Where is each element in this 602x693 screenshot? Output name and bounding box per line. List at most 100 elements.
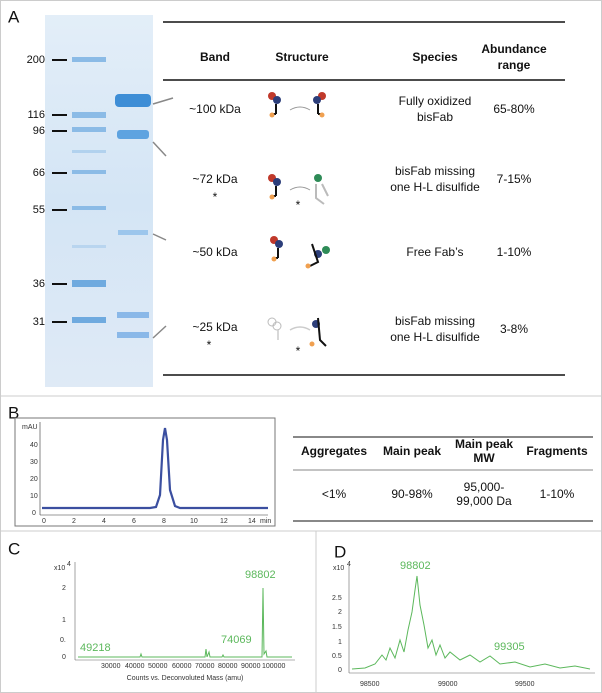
x-tick: 10 — [190, 518, 198, 525]
sample-bands — [115, 94, 151, 338]
y-tick: 1.5 — [332, 624, 342, 631]
scale-exp: 4 — [347, 561, 351, 568]
y-tick: 2.5 — [332, 595, 342, 602]
x-tick: 99000 — [438, 681, 458, 688]
asterisk: * — [213, 190, 218, 204]
band: ~25 kDa — [192, 320, 237, 334]
arrows — [152, 97, 174, 339]
x-tick: 0 — [42, 518, 46, 525]
spectrum — [351, 575, 591, 670]
scale-exp: 4 — [67, 561, 71, 568]
header: Main peak — [383, 444, 441, 458]
y-tick: 0 — [62, 654, 66, 661]
structure-icon — [267, 173, 329, 205]
x-tick: 4 — [102, 518, 106, 525]
peak-label: 98802 — [400, 560, 431, 572]
abundance: 3-8% — [500, 322, 528, 336]
y-tick: 1 — [62, 617, 66, 624]
panel-label: D — [334, 542, 346, 561]
marker-label: 96 — [33, 125, 45, 137]
x-label: Counts vs. Deconvoluted Mass (amu) — [127, 675, 244, 682]
asterisk: * — [207, 338, 212, 352]
species: bisFab missing — [395, 314, 475, 328]
y-tick: 0. — [60, 637, 66, 644]
structure-icon — [267, 317, 327, 347]
x-tick: 98500 — [360, 681, 380, 688]
x-tick: 12 — [220, 518, 228, 525]
asterisk: * — [296, 344, 301, 358]
y-tick: 0 — [338, 667, 342, 674]
y-unit: mAU — [22, 424, 38, 431]
x-tick: 70000 — [195, 663, 215, 670]
peak-label: 74069 — [221, 634, 252, 646]
band: ~100 kDa — [189, 102, 241, 116]
cell: 1-10% — [540, 487, 575, 501]
x-tick: 99500 — [515, 681, 535, 688]
marker-label: 200 — [27, 54, 45, 66]
x-tick: 90000 — [241, 663, 261, 670]
x-tick: 80000 — [218, 663, 238, 670]
peak-label: 99305 — [494, 641, 525, 653]
x-tick: 8 — [162, 518, 166, 525]
y-tick: 40 — [30, 442, 38, 449]
species: one H-L disulfide — [390, 180, 480, 194]
marker-label: 116 — [27, 109, 45, 121]
header: Structure — [275, 50, 329, 64]
x-tick: 14 — [248, 518, 256, 525]
asterisk: * — [296, 198, 301, 212]
marker-ticks — [52, 59, 67, 323]
abundance: 7-15% — [497, 172, 532, 186]
header: Species — [412, 50, 458, 64]
x-tick: 30000 — [101, 663, 121, 670]
header: range — [498, 58, 531, 72]
y-tick: 0 — [32, 510, 36, 517]
panel-label: B — [8, 403, 19, 422]
marker-label: 55 — [33, 204, 45, 216]
cell: <1% — [322, 487, 347, 501]
structure-icon — [269, 235, 330, 269]
x-tick: 100000 — [262, 663, 285, 670]
x-tick: 50000 — [148, 663, 168, 670]
cell: 99,000 Da — [456, 494, 512, 508]
plot-frame — [14, 417, 276, 527]
marker-label: 31 — [33, 316, 45, 328]
marker-label: 36 — [33, 278, 45, 290]
x-tick: 6 — [132, 518, 136, 525]
y-tick: 10 — [30, 493, 38, 500]
y-tick: 2 — [338, 609, 342, 616]
marker-bands — [72, 57, 106, 323]
scale: x10 — [333, 565, 344, 572]
chromatogram — [42, 427, 268, 510]
marker-label: 66 — [33, 167, 45, 179]
y-tick: 30 — [30, 459, 38, 466]
panel-d: D x10 4 2.5 2 1.5 1 0.5 0 98500 99000 99… — [332, 542, 595, 688]
y-tick: 20 — [30, 476, 38, 483]
structure-icon — [267, 91, 327, 119]
peak-label: 98802 — [245, 569, 276, 581]
y-tick: 2 — [62, 585, 66, 592]
header: Main peak — [455, 437, 513, 451]
band: ~72 kDa — [192, 172, 237, 186]
band: ~50 kDa — [192, 245, 237, 259]
header: MW — [473, 451, 495, 465]
peak-label: 49218 — [80, 642, 111, 654]
header: Abundance — [481, 42, 547, 56]
species: Fully oxidized — [399, 94, 472, 108]
species: bisFab — [417, 110, 453, 124]
gel — [45, 15, 153, 387]
panel-a: A 200 116 96 66 55 36 31 Band Structure … — [8, 7, 565, 387]
panel-b: B mAU 40 30 20 10 0 0 2 4 6 8 10 12 14 m… — [8, 403, 593, 527]
x-tick: 2 — [72, 518, 76, 525]
species: bisFab missing — [395, 164, 475, 178]
species: Free Fab’s — [406, 245, 463, 259]
abundance: 65-80% — [493, 102, 535, 116]
header: Aggregates — [301, 444, 367, 458]
panel-c: C x10 4 2 1 0. 0 30000 40000 50000 60000… — [8, 539, 295, 682]
cell: 95,000- — [464, 480, 505, 494]
header: Fragments — [526, 444, 588, 458]
x-unit: min — [260, 518, 271, 525]
spectrum — [78, 587, 292, 658]
abundance: 1-10% — [497, 245, 532, 259]
x-tick: 40000 — [125, 663, 145, 670]
